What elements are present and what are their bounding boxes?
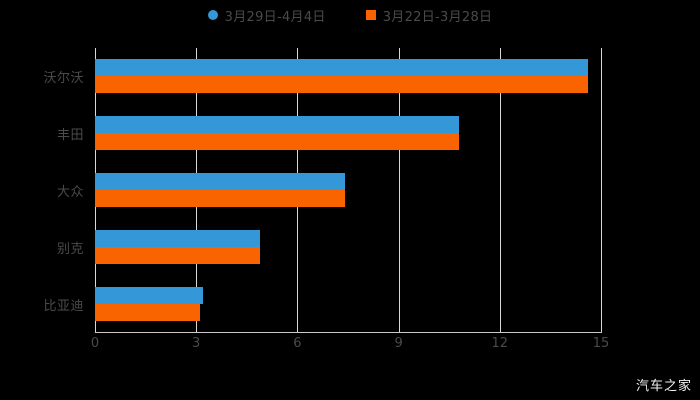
bar-series-1[interactable]: [95, 116, 459, 133]
bar-group: [95, 116, 601, 150]
chart-legend: 3月29日-4月4日 3月22日-3月28日: [0, 0, 700, 30]
x-axis-line: [95, 332, 602, 333]
legend-item-series-2[interactable]: 3月22日-3月28日: [365, 6, 493, 25]
x-axis-tick-labels: 0 3 6 9 12 15: [0, 336, 700, 358]
legend-item-label: 3月29日-4月4日: [224, 9, 326, 25]
y-axis-category-labels: 沃尔沃丰田大众别克比亚迪: [0, 48, 95, 332]
x-axis-tick-label: 12: [491, 336, 509, 351]
x-axis-tick-label: 3: [192, 336, 201, 351]
y-axis-label-3: 大众: [56, 185, 84, 200]
legend-item-label: 3月22日-3月28日: [382, 9, 493, 25]
y-axis-label-2: 丰田: [56, 128, 84, 143]
y-axis-label-1: 沃尔沃: [43, 71, 84, 86]
bar-series-1[interactable]: [95, 230, 260, 247]
legend-item-series-1[interactable]: 3月29日-4月4日: [207, 6, 326, 25]
y-axis-label-4: 别克: [56, 242, 84, 257]
bar-series-2[interactable]: [95, 304, 200, 321]
x-axis-tick-label: 6: [293, 336, 302, 351]
bar-series-2[interactable]: [95, 133, 459, 150]
gridline: [500, 48, 501, 332]
y-axis-label-5: 比亚迪: [43, 299, 84, 314]
bar-series-1[interactable]: [95, 173, 345, 190]
bar-group: [95, 287, 601, 321]
bar-series-2[interactable]: [95, 247, 260, 264]
bar-series-1[interactable]: [95, 287, 203, 304]
bar-series-2[interactable]: [95, 76, 588, 93]
watermark: 汽车之家: [635, 379, 692, 394]
bar-series-2[interactable]: [95, 190, 345, 207]
legend-square-marker-icon: [365, 10, 376, 20]
gridline: [399, 48, 400, 332]
legend-circle-marker-icon: [207, 10, 218, 20]
bar-group: [95, 230, 601, 264]
x-axis-tick-label: 15: [592, 336, 610, 351]
x-axis-tick-label: 9: [394, 336, 403, 351]
bar-group: [95, 59, 601, 93]
plot-area: [95, 48, 602, 332]
x-axis-tick-label: 0: [90, 336, 100, 351]
gridline: [601, 48, 602, 332]
bar-series-1[interactable]: [95, 59, 588, 76]
bar-group: [95, 173, 601, 207]
